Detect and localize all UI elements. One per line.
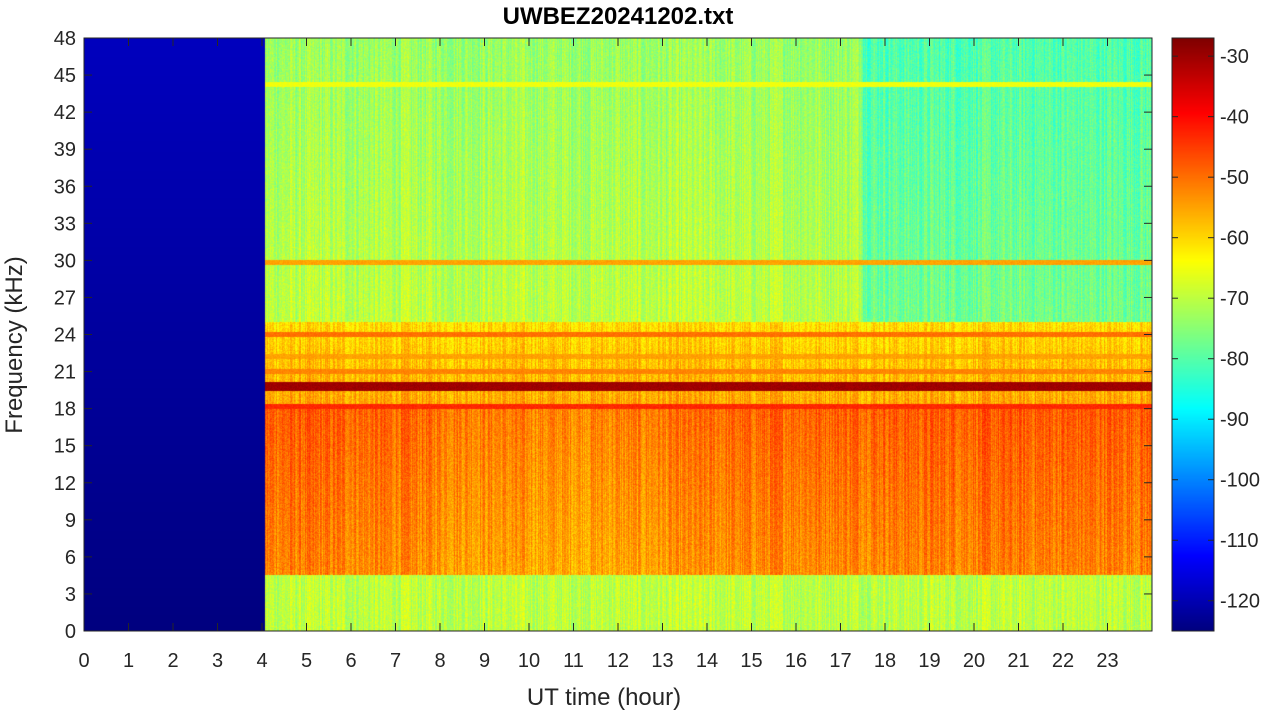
y-tick-label: 12	[54, 473, 76, 495]
y-tick-label: 36	[54, 176, 76, 198]
y-tick-label: 21	[54, 362, 76, 384]
x-tick-label: 11	[563, 650, 584, 672]
colorbar-tick-label: -70	[1220, 288, 1249, 310]
x-tick-label: 13	[651, 650, 673, 672]
y-tick-label: 45	[54, 65, 76, 87]
x-tick-label: 1	[123, 650, 134, 672]
x-tick-label: 5	[301, 650, 312, 672]
y-tick-label: 48	[54, 28, 76, 50]
colorbar-tick-label: -60	[1220, 228, 1249, 250]
y-tick-label: 15	[54, 436, 76, 458]
y-tick-label: 30	[54, 250, 76, 272]
colorbar-tick-label: -40	[1220, 107, 1249, 129]
y-tick-label: 0	[65, 621, 76, 643]
colorbar-tick-label: -90	[1220, 409, 1249, 431]
colorbar-tick-label: -100	[1220, 470, 1260, 492]
x-tick-label: 22	[1052, 650, 1074, 672]
x-tick-label: 6	[345, 650, 356, 672]
y-tick-label: 9	[65, 510, 76, 532]
y-tick-label: 24	[54, 325, 76, 347]
chart-title: UWBEZ20241202.txt	[503, 3, 734, 30]
y-tick-label: 42	[54, 102, 76, 124]
x-tick-label: 18	[874, 650, 896, 672]
x-axis-ticks: 0 1 2 3 4 5 6 7 8 9 10 11 12 13 14 15 16 17 18 19 20 21 22 23	[78, 38, 1119, 672]
colorbar: -30 -40 -50 -60 -70 -80 -90 -100 -110 -120	[1171, 37, 1260, 632]
x-tick-label: 3	[212, 650, 223, 672]
y-axis-label: Frequency (kHz)	[1, 256, 28, 433]
y-tick-label: 39	[54, 139, 76, 161]
colorbar-tick-label: -50	[1220, 167, 1249, 189]
x-tick-label: 15	[740, 650, 762, 672]
x-tick-label: 21	[1007, 650, 1029, 672]
plot-area	[83, 37, 1153, 632]
colorbar-gradient	[1172, 38, 1214, 631]
x-tick-label: 0	[78, 650, 89, 672]
x-tick-label: 4	[256, 650, 267, 672]
x-axis-label: UT time (hour)	[527, 684, 681, 711]
x-tick-label: 8	[434, 650, 445, 672]
x-tick-label: 17	[829, 650, 851, 672]
x-tick-label: 20	[963, 650, 985, 672]
x-tick-label: 10	[518, 650, 540, 672]
colorbar-ticks: -30 -40 -50 -60 -70 -80 -90 -100 -110 -120	[1172, 46, 1260, 613]
y-tick-label: 18	[54, 399, 76, 421]
x-tick-label: 2	[167, 650, 178, 672]
x-tick-label: 14	[696, 650, 718, 672]
y-tick-label: 3	[65, 584, 76, 606]
colorbar-tick-label: -80	[1220, 349, 1249, 371]
x-tick-label: 7	[390, 650, 401, 672]
colorbar-frame	[1171, 37, 1215, 632]
spectrogram-heatmap	[84, 38, 1152, 631]
y-tick-label: 6	[65, 547, 76, 569]
colorbar-tick-label: -30	[1220, 46, 1249, 68]
x-tick-label: 16	[785, 650, 807, 672]
colorbar-tick-label: -110	[1220, 530, 1259, 552]
x-tick-label: 9	[479, 650, 490, 672]
x-tick-label: 12	[607, 650, 629, 672]
colorbar-tick-label: -120	[1220, 591, 1260, 613]
x-tick-label: 23	[1096, 650, 1118, 672]
y-tick-label: 27	[54, 287, 76, 309]
x-tick-label: 19	[918, 650, 940, 672]
y-tick-label: 33	[54, 213, 76, 235]
